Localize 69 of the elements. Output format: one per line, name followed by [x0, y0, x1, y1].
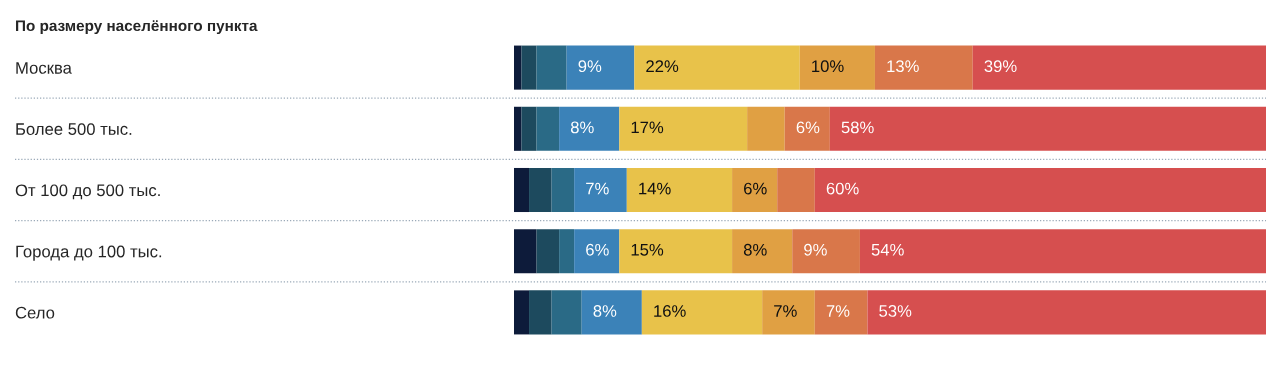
data-label: 6% — [586, 243, 609, 256]
bar — [529, 167, 552, 213]
bar — [574, 167, 627, 213]
y-tick-label: Более 500 тыс. — [16, 123, 132, 135]
bar — [514, 106, 522, 151]
data-label: 17% — [631, 121, 664, 134]
data-label: 10% — [812, 60, 844, 73]
bar — [551, 167, 575, 213]
bar — [574, 229, 620, 274]
y-tick-label: От 100 до 500 тыс. — [15, 184, 160, 200]
data-label: 22% — [646, 60, 679, 73]
data-label: 16% — [654, 305, 686, 317]
text: По размеру населённого пункта — [16, 20, 258, 35]
bar — [634, 45, 800, 90]
bar — [514, 45, 522, 90]
data-label: 39% — [984, 60, 1017, 73]
data-label: 6% — [744, 182, 767, 195]
bar — [536, 106, 560, 151]
data-label: 13% — [887, 60, 919, 73]
bar — [777, 167, 815, 213]
data-label: 8% — [743, 243, 767, 256]
data-label: 9% — [578, 60, 602, 73]
bar — [619, 229, 733, 274]
bar — [514, 290, 530, 335]
data-label: 8% — [593, 305, 617, 317]
bar — [874, 45, 973, 90]
bar — [529, 290, 552, 335]
bar — [521, 45, 537, 90]
data-label: 6% — [796, 121, 820, 134]
bar — [732, 167, 778, 213]
data-label: 54% — [871, 243, 904, 256]
bar — [514, 229, 537, 274]
bar — [814, 290, 868, 335]
bar — [784, 106, 830, 151]
bar — [732, 229, 793, 274]
bar — [514, 167, 530, 213]
data-label: 9% — [804, 243, 827, 256]
bar — [626, 167, 733, 213]
data-label: 53% — [879, 305, 912, 317]
bar — [792, 229, 860, 274]
data-label: 7% — [774, 305, 797, 317]
y-tick-label: Москва — [16, 62, 72, 74]
data-label: 60% — [826, 182, 859, 195]
bar — [536, 45, 567, 90]
bar — [581, 290, 642, 335]
y-tick-label: Города до 100 тыс. — [16, 245, 162, 261]
data-label: 58% — [841, 121, 874, 134]
bar — [799, 45, 875, 90]
data-label: 7% — [586, 182, 609, 195]
data-label: 15% — [631, 243, 664, 256]
data-label: 8% — [570, 121, 594, 134]
bar — [972, 45, 1266, 90]
bar — [762, 290, 815, 335]
bar — [747, 106, 785, 151]
y-tick-label: Село — [15, 306, 55, 319]
bar — [559, 106, 620, 151]
bar — [867, 290, 1266, 335]
bar — [566, 45, 635, 90]
bar — [814, 167, 1266, 213]
bar — [559, 229, 575, 274]
bar — [619, 106, 748, 151]
bar — [641, 290, 763, 335]
bar — [536, 229, 560, 274]
bar — [829, 106, 1266, 151]
bar — [521, 106, 537, 151]
bar — [551, 290, 582, 335]
data-label: 7% — [826, 305, 850, 317]
data-label: 14% — [639, 182, 671, 195]
bar — [859, 229, 1266, 274]
